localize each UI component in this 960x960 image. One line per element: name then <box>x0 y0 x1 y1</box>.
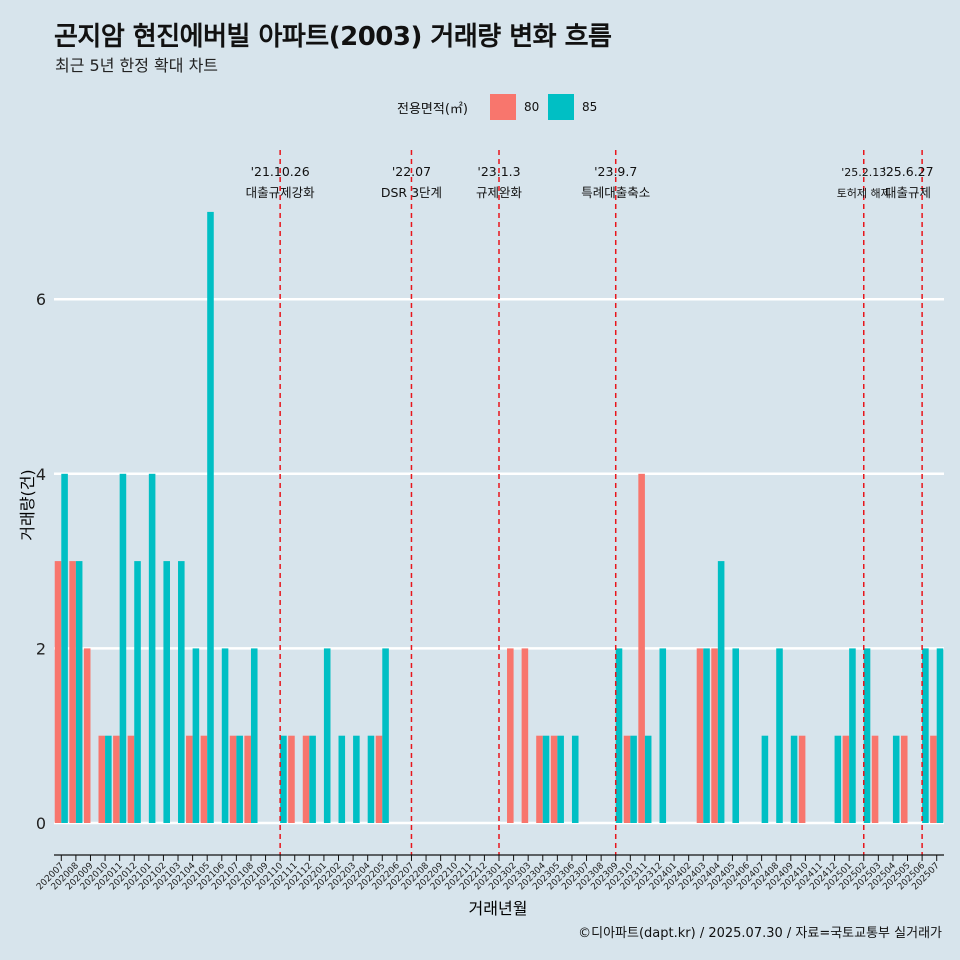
y-tick-label: 4 <box>36 465 46 484</box>
event-date-label: '23.9.7 <box>594 164 637 179</box>
bar-85-202112 <box>309 735 316 823</box>
chart-subtitle: 최근 5년 한정 확대 차트 <box>55 56 219 75</box>
bar-80-202105 <box>200 735 208 823</box>
bar-80-202012 <box>127 735 135 823</box>
bar-80-202505 <box>900 735 908 823</box>
bar-85-202501 <box>849 648 856 823</box>
legend: 전용면적(㎡) 80 85 <box>0 94 960 120</box>
bar-80-202111 <box>288 735 295 823</box>
bar-85-202412 <box>834 735 842 823</box>
y-tick-label: 2 <box>36 639 46 658</box>
bar-85-202205 <box>382 648 389 823</box>
bar-80-202302 <box>507 648 514 823</box>
bar-85-202309 <box>615 648 623 823</box>
bar-85-202204 <box>367 735 375 823</box>
bar-80-202403 <box>696 648 704 823</box>
bar-80-202205 <box>375 735 383 823</box>
bar-85-202306 <box>571 735 579 823</box>
bar-85-202403 <box>703 648 710 823</box>
event-date-label: '21.10.26 <box>251 164 310 179</box>
bar-80-202009 <box>83 648 91 823</box>
bar-80-202303 <box>521 648 529 823</box>
bar-85-202011 <box>119 473 127 823</box>
event-name-label: DSR 3단계 <box>381 185 442 200</box>
bar-85-202506 <box>922 648 929 823</box>
bar-80-202010 <box>98 735 106 823</box>
bar-85-202312 <box>659 648 667 823</box>
bar-85-202408 <box>776 648 783 823</box>
event-name-label: 토허제 해제 <box>837 186 891 200</box>
bar-80-202311 <box>638 473 645 823</box>
bar-85-202407 <box>761 735 769 823</box>
bar-85-202404 <box>717 561 725 823</box>
bar-80-202503 <box>871 735 879 823</box>
bar-80-202305 <box>550 735 558 823</box>
event-name-label: 대출규제 <box>885 185 931 200</box>
bar-85-202008 <box>75 561 83 823</box>
legend-key-85 <box>548 94 574 120</box>
bar-85-202504 <box>892 735 900 823</box>
bar-85-202202 <box>338 735 346 823</box>
bar-80-202410 <box>798 735 806 823</box>
bar-80-202104 <box>186 735 193 823</box>
axes: 0246202007202008202009202010202011202012… <box>35 290 944 892</box>
bar-85-202502 <box>863 648 871 823</box>
x-axis-title: 거래년월 <box>469 899 528 918</box>
bar-85-202305 <box>557 735 564 823</box>
bar-80-202310 <box>623 735 631 823</box>
bar-85-202010 <box>105 735 112 823</box>
bar-80-202112 <box>302 735 310 823</box>
bars <box>54 211 944 823</box>
legend-label-85: 85 <box>582 100 598 114</box>
bar-80-202011 <box>113 735 120 823</box>
bar-85-202106 <box>221 648 229 823</box>
bar-80-202404 <box>711 648 718 823</box>
event-date-label: '22.07 <box>392 164 431 179</box>
bar-85-202107 <box>236 735 243 823</box>
bar-85-202110 <box>280 735 287 823</box>
y-tick-label: 6 <box>36 290 46 309</box>
bar-85-202103 <box>178 561 185 823</box>
y-axis-title: 거래량(건) <box>18 469 37 540</box>
bar-85-202405 <box>732 648 740 823</box>
event-date-label: '23.1.3 <box>477 164 520 179</box>
bar-85-202203 <box>353 735 360 823</box>
bar-80-202007 <box>54 561 62 823</box>
event-markers: '21.10.26 대출규제강화 '22.07 DSR 3단계 '23.1.3 규제완화 '… <box>246 150 934 855</box>
bar-80-202008 <box>69 561 76 823</box>
bar-85-202409 <box>790 735 798 823</box>
bar-85-202507 <box>936 648 944 823</box>
legend-title: 전용면적(㎡) <box>397 102 468 117</box>
event-name-label: 규제완화 <box>476 185 523 200</box>
legend-label-80: 80 <box>524 100 540 114</box>
y-tick-label: 0 <box>36 814 46 833</box>
bar-80-202107 <box>229 735 237 823</box>
event-date-label: '25.6.27 <box>882 164 933 179</box>
event-name-label: 특례대출축소 <box>581 185 650 200</box>
legend-key-80 <box>490 94 516 120</box>
bar-85-202101 <box>148 473 156 823</box>
bar-85-202201 <box>323 648 331 823</box>
bar-85-202102 <box>163 561 170 823</box>
bar-80-202304 <box>536 735 543 823</box>
chart-title: 곤지암 현진에버빌 아파트(2003) 거래량 변화 흐름 <box>54 22 612 52</box>
event-date-label: '25.2.13 <box>841 166 886 179</box>
caption: ©디아파트(dapt.kr) / 2025.07.30 / 자료=국토교통부 실… <box>578 926 942 941</box>
bar-85-202012 <box>134 561 141 823</box>
bar-85-202311 <box>644 735 652 823</box>
bar-85-202105 <box>207 211 214 823</box>
bar-80-202108 <box>244 735 251 823</box>
bar-85-202104 <box>192 648 200 823</box>
bar-85-202108 <box>250 648 258 823</box>
bar-85-202310 <box>630 735 637 823</box>
bar-85-202304 <box>542 735 550 823</box>
bar-80-202507 <box>930 735 937 823</box>
bar-80-202501 <box>842 735 850 823</box>
bar-85-202007 <box>61 473 68 823</box>
event-name-label: 대출규제강화 <box>246 185 316 200</box>
